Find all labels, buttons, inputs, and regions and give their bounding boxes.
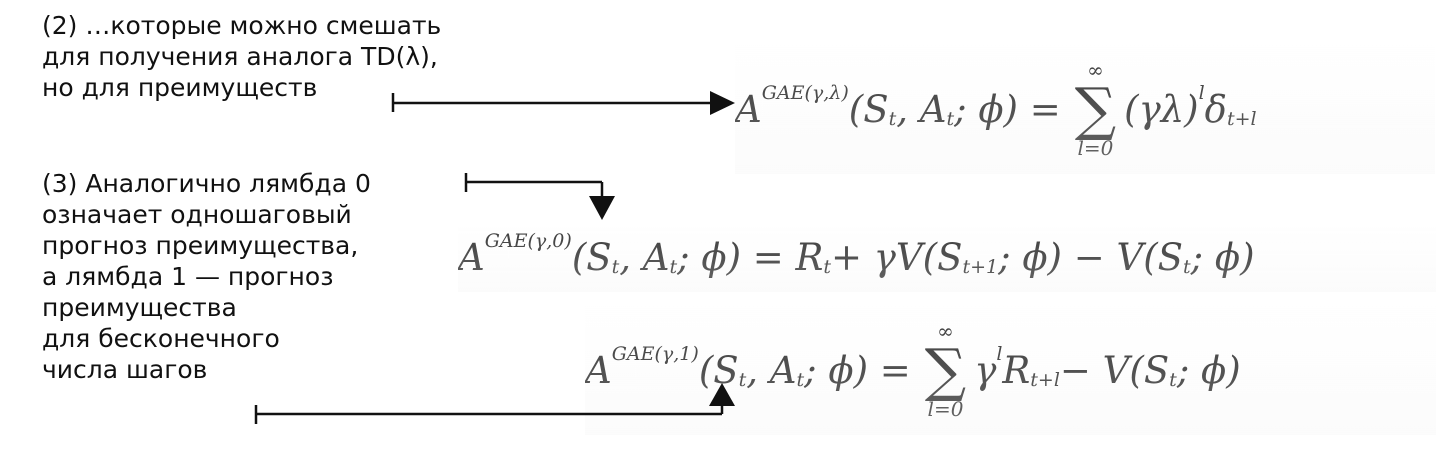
formula-gae-one-args-sub1: t — [738, 369, 747, 391]
formula-gae-lambda-lhs-base: A — [735, 87, 762, 131]
formula-gae-lambda-args: (S — [848, 87, 889, 131]
formula-gae-one-sum-symbol: ∑ — [924, 336, 967, 404]
formula-gae-zero-end: ; ϕ) — [1190, 235, 1255, 279]
formula-gae-one-tail: − V(S — [1059, 348, 1170, 392]
formula-gae-one-term-sub: t+l — [1030, 369, 1060, 391]
formula-gae-one-args: (S — [698, 348, 739, 392]
note-3-line-4: а лямбда 1 — прогноз — [42, 262, 334, 291]
formula-gae-one-sum-upper: ∞ — [937, 319, 954, 343]
formula-gae-one-tail-end: ; ϕ) — [1176, 348, 1241, 392]
arrow-1-head — [710, 91, 735, 115]
formula-gae-one-term: γ — [974, 348, 997, 392]
arrow-note2-to-gae-lambda — [391, 91, 735, 115]
note-3-text-block: (3) Аналогично лямбда 0 означает одношаг… — [42, 168, 371, 385]
formula-gae-one-term-after: R — [1002, 348, 1031, 392]
formula-gae-lambda-args-end: ; ϕ) = — [954, 87, 1061, 131]
note-3-line-1: (3) Аналогично лямбда 0 — [42, 169, 371, 198]
formula-gae-lambda-args-sub1: t — [888, 108, 897, 130]
formula-gae-lambda-sum-upper: ∞ — [1087, 58, 1104, 82]
note-2-line-1: (2) …которые можно смешать — [42, 11, 442, 40]
formula-gae-zero-mid-end: ; ϕ) − V(S — [998, 235, 1184, 279]
formula-gae-zero-args-sub2: t — [669, 256, 678, 278]
note-2-line-3: но для преимуществ — [42, 73, 318, 102]
formula-gae-zero-args-mid: , A — [619, 235, 670, 279]
formula-gae-one-sum-lower: l=0 — [927, 397, 964, 421]
formula-gae-zero-lhs-sup: GAE(γ,0) — [484, 230, 572, 252]
formula-gae-one-lhs-sup: GAE(γ,1) — [611, 343, 699, 365]
formula-gae-one-term-sup: l — [996, 343, 1003, 365]
formula-gae-lambda-lhs-sup: GAE(γ,λ) — [761, 82, 849, 104]
arrow-note3-to-gae-zero — [464, 173, 615, 220]
note-2-text-block: (2) …которые можно смешать для получения… — [42, 10, 441, 103]
note-3-line-7: числа шагов — [42, 355, 208, 384]
formula-gae-lambda-term-sub: t+l — [1226, 108, 1257, 130]
note-3-line-5: преимущества — [42, 293, 237, 322]
arrow-3-head — [709, 383, 735, 406]
formula-gae-zero-args-end: ; ϕ) = R — [677, 235, 824, 279]
formula-gae-zero-args-sub1: t — [611, 256, 620, 278]
formula-gae-zero-mid: + γV(S — [831, 235, 963, 279]
formula-gae-lambda-sum-lower: l=0 — [1077, 136, 1114, 160]
formula-gae-one-args-mid: , A — [746, 348, 797, 392]
note-2-line-2: для получения аналога TD(λ), — [42, 42, 438, 71]
note-3-line-2: означает одношаговый — [42, 200, 352, 229]
formula-gae-lambda-term-sup: l — [1198, 82, 1205, 104]
formula-gae-one-tail-sub: t — [1169, 369, 1177, 391]
formula-gae-lambda-sum-symbol: ∑ — [1074, 75, 1117, 143]
formula-gae-zero-mid-sub: t+1 — [962, 256, 999, 278]
formula-gae-zero-end-sub: t — [1183, 256, 1191, 278]
note-3-line-3: прогноз преимущества, — [42, 231, 359, 260]
formula-gae-lambda-args-mid: , A — [896, 87, 947, 131]
note-3-line-6: для бесконечного — [42, 324, 280, 353]
formula-gae-one-lhs-base: A — [585, 348, 612, 392]
formula-gae-one-args-sub2: t — [796, 369, 805, 391]
formula-gae-zero-r-sub: t — [823, 256, 832, 278]
formula-gae-lambda-args-sub2: t — [946, 108, 955, 130]
formula-gae-lambda-sum: ∞ ∑ l=0 — [1075, 59, 1116, 159]
arrow-note3-to-gae-one — [254, 383, 735, 424]
formula-gae-one-args-end: ; ϕ) = — [804, 348, 911, 392]
formula-gae-zero-lhs-base: A — [458, 235, 485, 279]
formula-gae-one-sum: ∞ ∑ l=0 — [925, 320, 966, 420]
arrow-2-head — [589, 196, 615, 220]
formula-gae-lambda-term: (γλ) — [1124, 87, 1199, 131]
formula-gae-zero-args: (S — [571, 235, 612, 279]
formula-gae-lambda-term-after: δ — [1204, 87, 1227, 131]
